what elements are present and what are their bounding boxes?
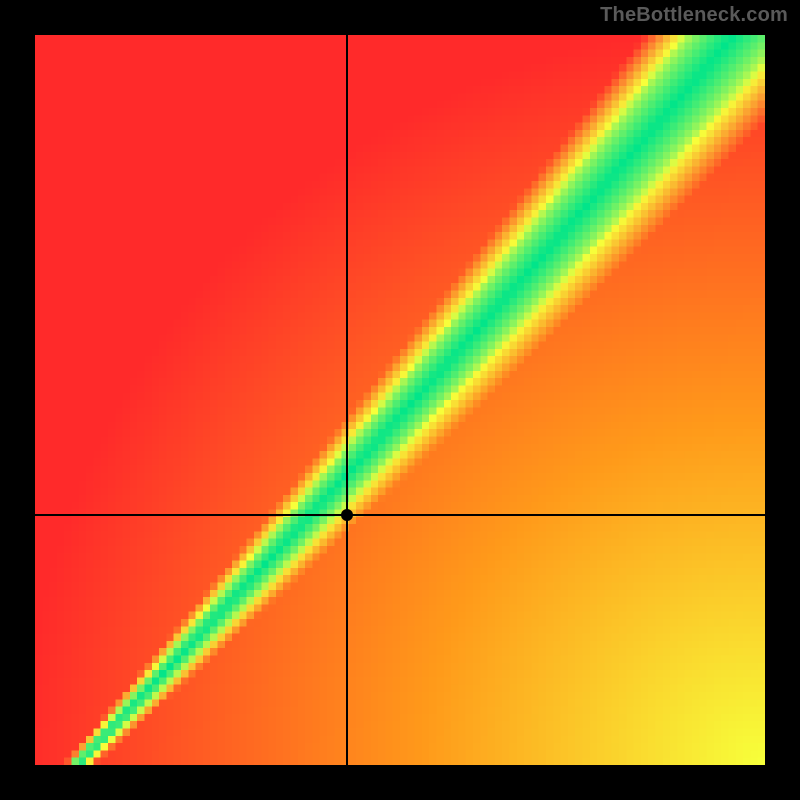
heatmap-canvas	[35, 35, 765, 765]
chart-container: TheBottleneck.com	[0, 0, 800, 800]
plot-area	[35, 35, 765, 765]
crosshair-horizontal	[35, 514, 765, 516]
watermark-text: TheBottleneck.com	[600, 4, 788, 27]
crosshair-vertical	[346, 35, 348, 765]
crosshair-marker	[341, 509, 353, 521]
